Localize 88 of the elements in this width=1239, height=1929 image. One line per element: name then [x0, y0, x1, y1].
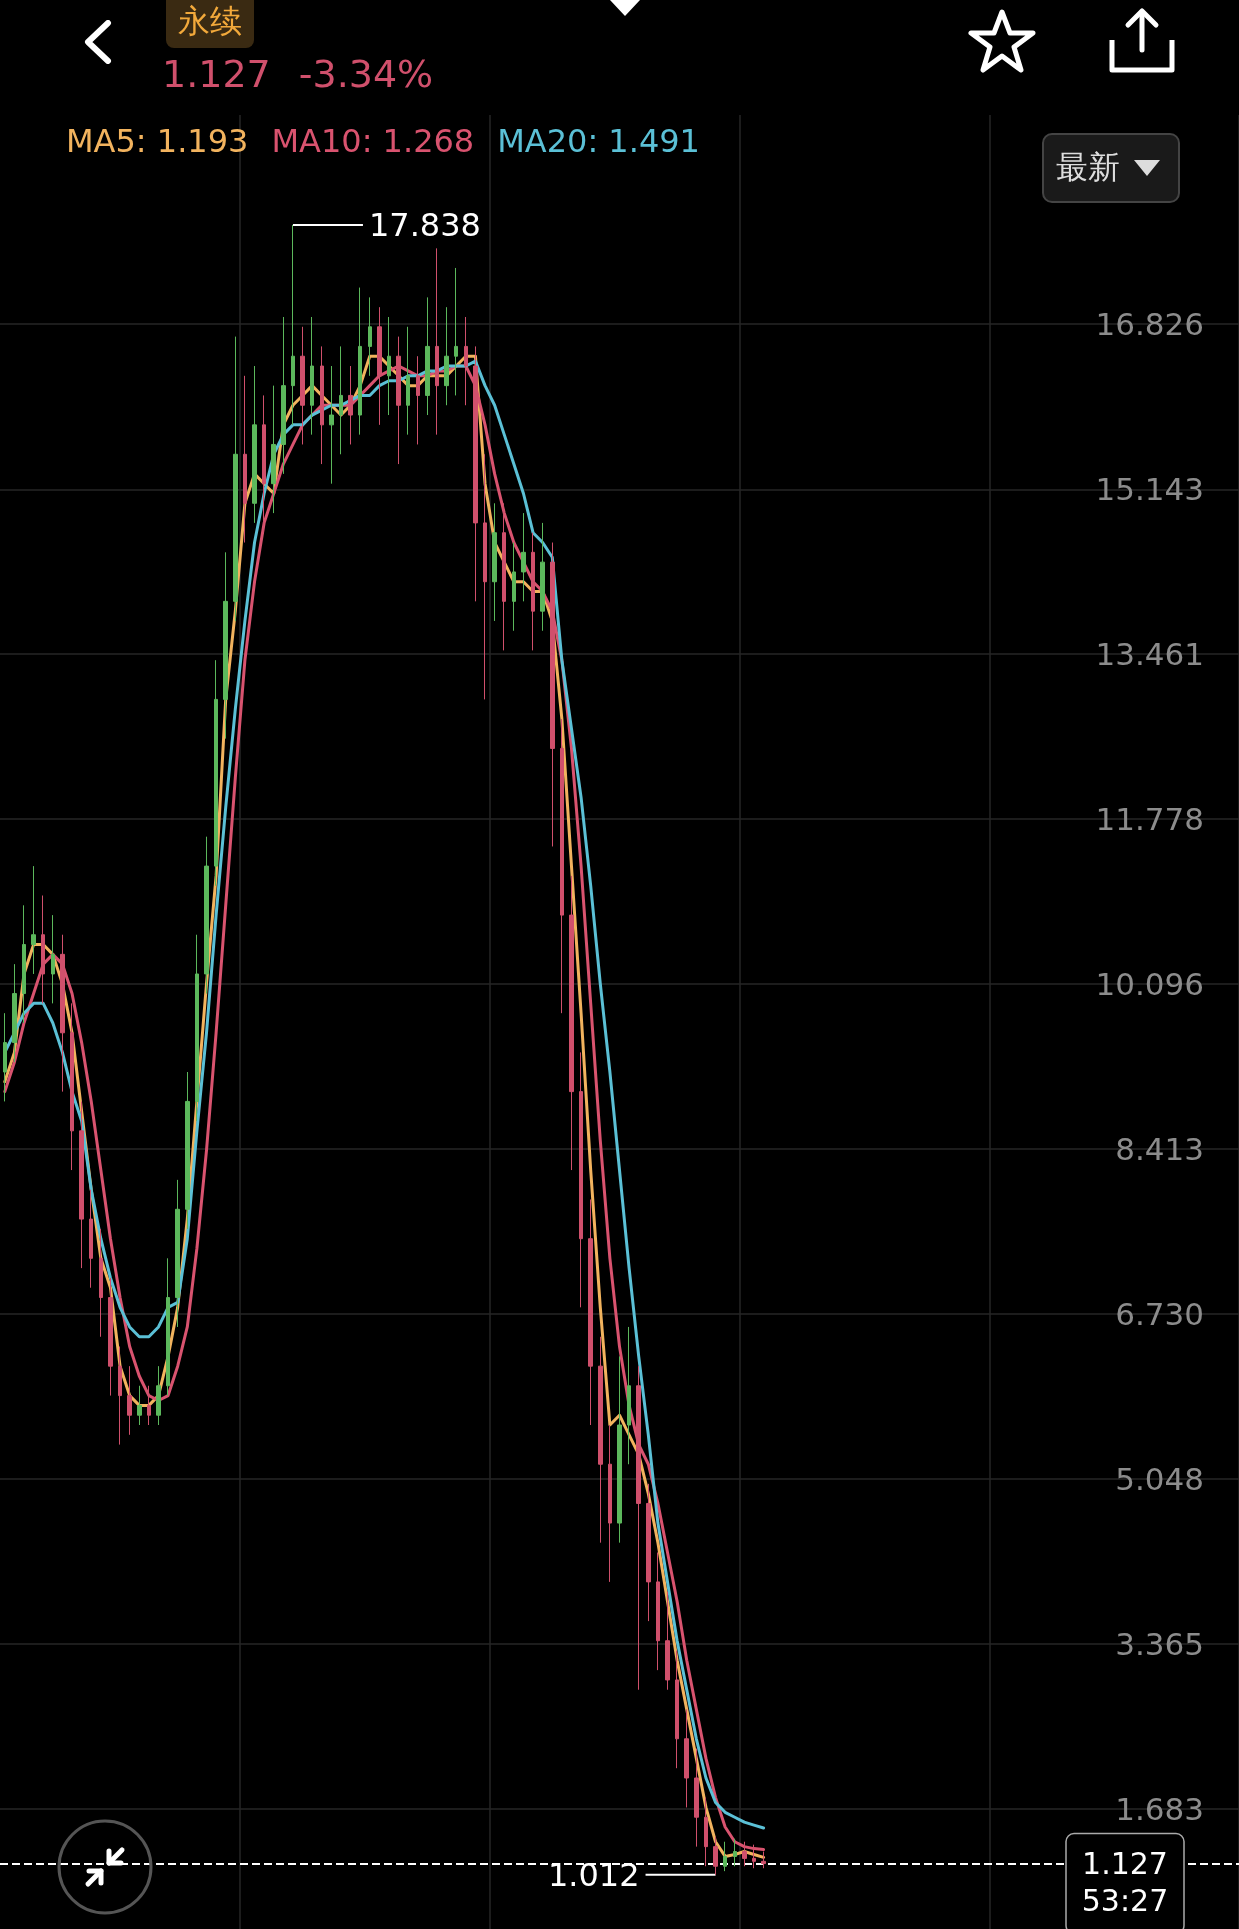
candlestick — [12, 963, 17, 1063]
candlestick — [127, 1365, 132, 1436]
candlestick — [310, 316, 314, 436]
candlestick — [99, 1228, 103, 1338]
candlestick — [70, 1002, 74, 1171]
candlestick — [108, 1277, 113, 1397]
y-tick-label: 3.365 — [1115, 1626, 1204, 1663]
candlestick — [665, 1591, 670, 1691]
candlestick — [243, 375, 247, 544]
candlestick — [41, 895, 45, 1004]
candlestick — [118, 1346, 122, 1446]
candlestick — [137, 1385, 142, 1426]
y-tick-label: 5.048 — [1115, 1461, 1204, 1498]
candlestick — [339, 345, 343, 455]
candlestick — [483, 453, 487, 700]
candlestick — [521, 512, 526, 602]
candlestick — [617, 1355, 622, 1544]
candlestick — [704, 1797, 708, 1867]
text: MA5: 1.193 — [66, 122, 249, 160]
candlestick — [51, 914, 55, 1004]
candlestick — [368, 296, 372, 377]
y-tick-label: 15.143 — [1095, 471, 1204, 508]
candlestick — [444, 306, 449, 406]
candlestick — [588, 1198, 593, 1426]
candlestick — [636, 1365, 641, 1691]
text: 永续 — [166, 0, 254, 48]
text: 最新 — [1056, 147, 1120, 188]
candlestick — [262, 394, 266, 534]
candlestick — [271, 385, 276, 514]
candlestick — [425, 296, 430, 416]
candlestick — [713, 1836, 718, 1876]
candlestick — [22, 904, 26, 1024]
candlestick — [291, 224, 295, 426]
candlestick — [723, 1841, 727, 1872]
candlestick — [550, 542, 555, 847]
candlestick — [406, 326, 410, 436]
candlestick — [79, 1100, 84, 1269]
text: MA20: 1.491 — [497, 122, 700, 160]
candlestick — [531, 532, 535, 651]
annotation: 17.838 — [368, 206, 481, 245]
candlestick — [502, 502, 506, 651]
candlestick — [3, 1012, 7, 1102]
y-tick-label: 1.683 — [1115, 1791, 1204, 1828]
candlestick — [512, 542, 516, 632]
y-tick-label: 13.461 — [1095, 636, 1204, 673]
candlestick — [195, 934, 199, 1122]
candlestick — [627, 1326, 631, 1465]
candlestick — [694, 1748, 699, 1848]
candlestick — [598, 1336, 603, 1544]
text: 1.127 — [162, 52, 271, 96]
candlestick — [492, 502, 497, 622]
y-tick-label: 8.413 — [1115, 1131, 1204, 1168]
candlestick — [156, 1365, 161, 1426]
candlestick — [89, 1189, 93, 1289]
candlestick — [166, 1257, 170, 1397]
candlestick — [223, 551, 228, 740]
candlestick — [252, 365, 257, 524]
candlestick — [733, 1838, 737, 1867]
text: MA10: 1.268 — [271, 122, 475, 160]
candlestick — [358, 287, 362, 436]
candlestick — [60, 934, 65, 1093]
y-tick-label: 16.826 — [1095, 306, 1204, 343]
candlestick — [454, 267, 458, 396]
candlestick — [579, 1051, 583, 1308]
candlestick — [175, 1179, 180, 1328]
candlestick — [204, 836, 209, 995]
candlestick — [540, 522, 545, 632]
candlestick — [147, 1385, 151, 1426]
y-tick-label: 6.730 — [1115, 1296, 1204, 1333]
candlestick — [656, 1551, 660, 1671]
candlestick — [31, 865, 36, 975]
candlestick — [329, 365, 334, 485]
candlestick — [560, 718, 564, 1014]
candlestick — [569, 875, 574, 1171]
y-tick-label: 10.096 — [1095, 966, 1204, 1003]
text: -3.34% — [298, 52, 434, 96]
candlestick — [608, 1424, 612, 1583]
ref-line-label: 1.127 — [1082, 1846, 1168, 1882]
y-tick-label: 11.778 — [1095, 801, 1204, 838]
candlestick — [233, 336, 238, 622]
candlestick — [646, 1483, 651, 1622]
candlestick — [675, 1650, 679, 1769]
text: 53:27 — [1081, 1883, 1169, 1919]
candlestick — [281, 316, 286, 475]
candlestick — [214, 659, 218, 887]
candlestick — [185, 1071, 190, 1230]
candlestick — [684, 1708, 689, 1808]
candlestick — [387, 316, 391, 416]
